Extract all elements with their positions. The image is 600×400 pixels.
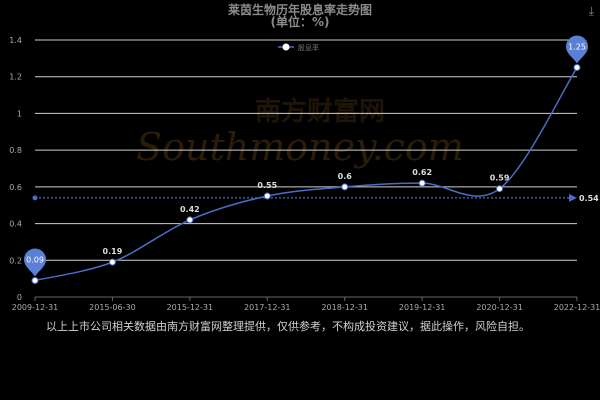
data-point — [418, 179, 426, 187]
footer-note: 以上上市公司相关数据由南方财富网整理提供，仅供参考，不构成投资建议，据此操作，风… — [46, 320, 530, 333]
average-start-dot — [32, 195, 38, 201]
x-tick-label: 2020-12-31 — [476, 303, 523, 312]
data-label: 0.59 — [490, 174, 510, 183]
data-point — [263, 192, 271, 200]
average-arrow — [569, 193, 577, 202]
data-point — [186, 216, 194, 224]
x-tick-label: 2009-12-31 — [12, 303, 59, 312]
data-label: 0.19 — [103, 247, 123, 256]
x-tick-label: 2018-12-31 — [321, 303, 368, 312]
data-point — [573, 64, 581, 72]
data-point — [108, 258, 116, 266]
watermark: Southmoney.com — [136, 125, 464, 169]
data-point — [496, 185, 504, 193]
data-label: 0.55 — [257, 181, 277, 190]
chart-subtitle: (单位：%) — [270, 15, 330, 29]
chart-title: 莱茵生物历年股息率走势图 — [227, 3, 372, 17]
x-tick-label: 2022-12-31 — [554, 303, 600, 312]
min-marker — [24, 248, 46, 277]
data-point — [31, 276, 39, 284]
y-tick-label: 0.8 — [9, 146, 22, 155]
y-tick-label: 0 — [17, 293, 22, 302]
watermark-cn: 南方财富网 — [255, 96, 385, 127]
data-label: 0.6 — [338, 172, 353, 181]
average-label: 0.54 — [579, 194, 599, 203]
max-marker-label: 1.25 — [568, 43, 586, 52]
y-tick-label: 1.2 — [9, 73, 22, 82]
data-label: 0.62 — [412, 168, 432, 177]
data-label: 0.42 — [180, 205, 200, 214]
legend-marker — [282, 43, 290, 51]
x-tick-label: 2019-12-31 — [399, 303, 446, 312]
y-tick-label: 1 — [17, 109, 22, 118]
y-tick-label: 1.4 — [9, 36, 22, 45]
y-tick-label: 0.2 — [9, 256, 22, 265]
min-marker-label: 0.09 — [26, 255, 44, 264]
y-tick-label: 0.4 — [9, 220, 22, 229]
x-tick-label: 2017-12-31 — [244, 303, 291, 312]
x-tick-label: 2015-06-30 — [89, 303, 136, 312]
y-tick-label: 0.6 — [9, 183, 22, 192]
data-point — [341, 183, 349, 191]
legend-label: 股息率 — [298, 43, 319, 52]
x-tick-label: 2015-12-31 — [167, 303, 214, 312]
max-marker — [566, 35, 588, 64]
download-icon[interactable]: ⤓ — [588, 4, 594, 18]
